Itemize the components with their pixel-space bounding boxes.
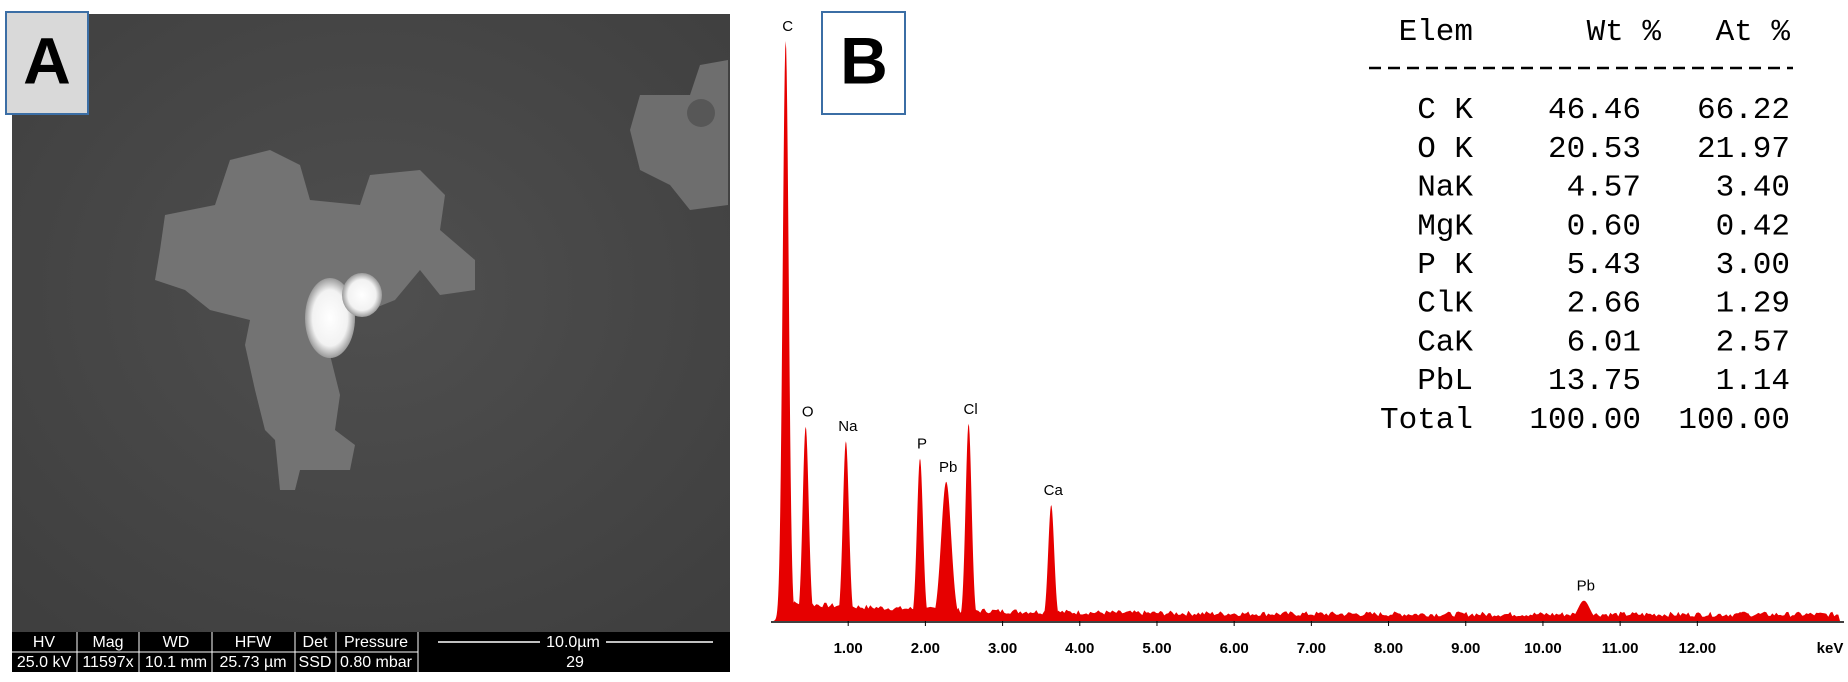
peak-label: Na — [838, 418, 858, 435]
sem-image: 10.0µm 29 — [12, 14, 730, 672]
x-tick-label: 3.00 — [988, 640, 1017, 657]
table-cell: MgK — [1417, 209, 1473, 244]
info-value: 10.1 mm — [145, 654, 207, 671]
table-cell: 3.40 — [1716, 171, 1790, 206]
table-cell: 5.43 — [1567, 248, 1641, 283]
x-tick-label: 1.00 — [834, 640, 863, 657]
peak-label: Ca — [1044, 482, 1064, 499]
table-cell: 21.97 — [1697, 132, 1790, 167]
x-tick-label: 2.00 — [911, 640, 940, 657]
image-number: 29 — [566, 654, 584, 671]
info-value: 0.80 mbar — [340, 654, 413, 671]
spectrum-peak — [908, 458, 932, 621]
table-header: At % — [1716, 15, 1791, 50]
table-cell: 0.60 — [1567, 209, 1641, 244]
scale-bar-label: 10.0µm — [546, 634, 600, 651]
table-cell: 1.14 — [1716, 364, 1790, 399]
info-value: SSD — [299, 654, 332, 671]
panel-label-box — [821, 11, 906, 115]
table-cell: C K — [1417, 93, 1473, 128]
peak-label: Pb — [939, 459, 957, 476]
spectrum-peak — [1719, 611, 1768, 621]
info-header: Mag — [92, 634, 123, 651]
x-tick-label: 4.00 — [1065, 640, 1094, 657]
peak-label: C — [782, 18, 793, 35]
table-cell: CaK — [1417, 325, 1473, 360]
table-cell: O K — [1417, 132, 1473, 167]
table-cell: 13.75 — [1548, 364, 1641, 399]
sem-background — [12, 14, 730, 632]
table-cell: 1.29 — [1716, 287, 1790, 322]
particle-hole — [687, 99, 715, 127]
info-value: 11597x — [82, 654, 133, 671]
table-cell: ClK — [1417, 287, 1473, 322]
info-value: 25.0 kV — [17, 654, 72, 671]
table-cell: 66.22 — [1697, 93, 1790, 128]
x-tick-label: 7.00 — [1297, 640, 1326, 657]
table-cell: 6.01 — [1567, 325, 1641, 360]
table-cell: NaK — [1417, 171, 1473, 206]
peak-label: Pb — [1577, 578, 1595, 595]
x-tick-label: 10.00 — [1524, 640, 1562, 657]
table-cell: 20.53 — [1548, 132, 1641, 167]
x-axis-unit: keV — [1817, 640, 1844, 657]
scale-bar-gap — [540, 634, 606, 650]
bright-particle — [342, 273, 382, 317]
table-cell: Total — [1380, 403, 1473, 438]
info-header: Pressure — [344, 634, 408, 651]
spectrum-peak — [1039, 505, 1064, 621]
particle-edge — [630, 60, 728, 210]
table-cell: 2.66 — [1567, 287, 1641, 322]
table-cell: 3.00 — [1716, 248, 1790, 283]
x-tick-label: 6.00 — [1220, 640, 1249, 657]
x-tick-label: 8.00 — [1374, 640, 1403, 657]
x-tick-label: 11.00 — [1602, 640, 1639, 657]
peak-label: Cl — [964, 401, 978, 418]
table-cell: PbL — [1417, 364, 1473, 399]
panel-label: A — [23, 23, 71, 97]
info-value: 25.73 µm — [219, 654, 286, 671]
info-bar-dividers — [12, 632, 419, 672]
info-header: HFW — [235, 634, 272, 651]
x-tick-label: 9.00 — [1451, 640, 1480, 657]
table-header: Elem — [1399, 15, 1473, 50]
table-cell: 100.00 — [1529, 403, 1641, 438]
spectrum-peak — [1559, 600, 1608, 621]
peak-label: P — [917, 436, 927, 453]
table-cell: 46.46 — [1548, 93, 1641, 128]
spectrum-peak — [773, 41, 798, 621]
info-header: HV — [33, 634, 56, 651]
spectrum-peak — [833, 441, 858, 621]
info-header: Det — [303, 634, 328, 651]
panel-label: B — [840, 23, 888, 97]
info-header: WD — [163, 634, 190, 651]
table-cell: 100.00 — [1678, 403, 1790, 438]
table-header: Wt % — [1587, 15, 1662, 50]
spectrum-peak — [926, 481, 967, 621]
spectrum-peak — [956, 423, 981, 621]
table-cell: P K — [1417, 248, 1473, 283]
x-tick-label: 5.00 — [1142, 640, 1171, 657]
x-tick-label: 12.00 — [1679, 640, 1717, 657]
peak-label: O — [802, 404, 814, 421]
table-cell: 2.57 — [1716, 325, 1790, 360]
table-cell: 0.42 — [1716, 209, 1790, 244]
spectrum-peak — [793, 426, 818, 621]
panel-label-box — [5, 11, 89, 115]
table-cell: 4.57 — [1567, 171, 1641, 206]
